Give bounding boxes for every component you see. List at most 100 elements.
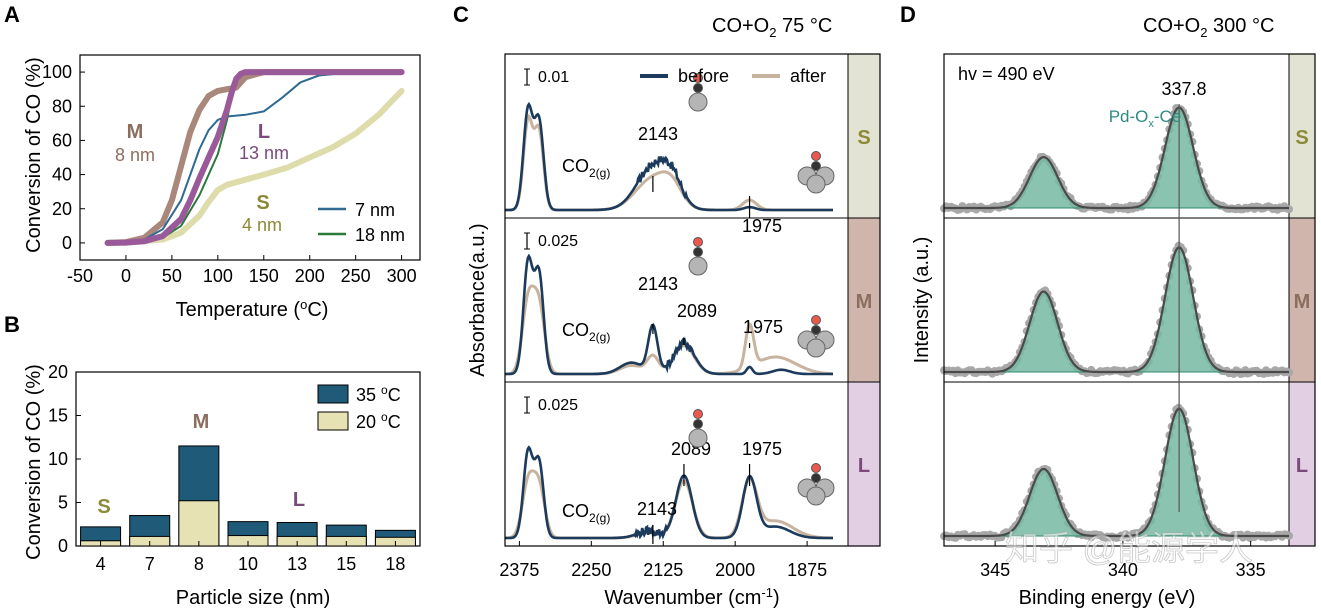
x-tick-label: 200 [295, 266, 325, 286]
x-tick-label: 2250 [571, 560, 611, 580]
size-label-L: L [858, 455, 870, 477]
panel-c-drifts-spectra: CO+O2 75 °C S M L 0.01 CO2(g) 2143 1975 0.025 C… [467, 15, 881, 609]
oxygen-atom-icon [811, 315, 821, 325]
watermark: 知乎 @能源学人 [1005, 530, 1253, 568]
size-label-L: L [1296, 455, 1308, 477]
x-tick-label: 0 [121, 266, 131, 286]
panel-letter-C: C [453, 2, 469, 27]
size-band-L [1288, 381, 1316, 547]
panel-d-rows [940, 104, 1293, 542]
pd-atom-icon [806, 174, 826, 194]
carbon-atom-icon [811, 473, 821, 483]
carbon-atom-icon [693, 247, 703, 257]
species-label: Pd-Ox-Ce [1109, 107, 1182, 130]
panel-a-ylabel: Conversion of CO (%) [23, 57, 45, 253]
x-tick-label: 1875 [787, 560, 827, 580]
curve-L [104, 69, 405, 246]
x-tick-label: 10 [238, 554, 258, 574]
x-tick-label: -50 [67, 266, 93, 286]
size-label-S: S [1295, 127, 1308, 149]
legend-label-18nm: 18 nm [355, 225, 405, 245]
x-tick-label: 2000 [715, 560, 755, 580]
x-tick-label: 345 [980, 560, 1010, 580]
panel-c-rows: 0.01 CO2(g) 2143 1975 0.025 CO2(g) 2143 2089 197… [505, 68, 835, 544]
panel-a-conversion-vs-temperature: -50 0 50 100 150 200 250 300 0 20 40 60 80 100 Temper… [23, 54, 421, 321]
legend-label-7nm: 7 nm [355, 200, 395, 220]
co2-gas-label: CO2(g) [562, 320, 610, 344]
y-tick-label: 80 [52, 96, 72, 116]
y-tick-label: 20 [52, 199, 72, 219]
panel-a-frame [79, 54, 421, 261]
panel-c-ylabel: Absorbance(a.u.) [467, 223, 489, 376]
legend-label-after: after [790, 66, 826, 86]
legend-swatch-20C [317, 411, 349, 431]
panel-d-size-bands: S M L [944, 53, 1316, 547]
legend-label-before: before [678, 66, 729, 86]
panel-b-bars: 4 7 8 10 13 15 18 [80, 445, 416, 574]
panel-a-ticks: -50 0 50 100 150 200 250 300 0 20 40 60 80 100 [42, 62, 417, 286]
scale-bar-label: 0.025 [538, 233, 578, 250]
y-tick-label: 0 [62, 233, 72, 253]
peak-label-2143: 2143 [637, 499, 677, 519]
legend-label-20C: 20 oC [356, 410, 401, 432]
panel-c-title: CO+O2 75 °C [712, 15, 832, 40]
peak-label-2089: 2089 [677, 301, 717, 321]
y-tick-label: 15 [48, 406, 68, 426]
x-tick-label: 335 [1236, 560, 1266, 580]
legend-swatch-35C [317, 384, 349, 404]
oxygen-atom-icon [811, 151, 821, 161]
panel-a-xlabel: Temperature (oC) [176, 297, 329, 321]
x-tick-label: 2375 [499, 560, 539, 580]
pd-atom-icon [806, 486, 826, 506]
panel-letter-B: B [4, 312, 20, 337]
x-tick-label: 150 [249, 266, 279, 286]
oxygen-atom-icon [693, 73, 703, 83]
carbon-atom-icon [811, 325, 821, 335]
panel-a-label-M-size: 8 nm [115, 145, 155, 165]
fit-component [979, 468, 1108, 537]
panel-a-curves [104, 69, 405, 246]
oxygen-atom-icon [693, 237, 703, 247]
spectrum-before-M [505, 253, 833, 376]
x-tick-label: 4 [96, 554, 106, 574]
panel-d-ticks: 345 340 335 [980, 541, 1266, 580]
peak-label-2143: 2143 [638, 274, 678, 294]
peak-label-1975: 1975 [743, 317, 783, 337]
panel-b-xlabel: Particle size (nm) [176, 587, 330, 609]
panel-a-label-M: M [127, 121, 144, 143]
fit-component [979, 291, 1108, 373]
x-tick-label: 340 [1108, 560, 1138, 580]
panel-d-xlabel: Binding energy (eV) [1019, 587, 1196, 609]
data-point [1285, 205, 1293, 214]
panel-d-xps-spectra: CO+O2 300 °C S M L 345 340 335 hv = 490 eV 3… [911, 15, 1316, 609]
co2-gas-label: CO2(g) [562, 501, 610, 525]
carbon-atom-icon [693, 419, 703, 429]
peak-label-1975: 1975 [742, 439, 782, 459]
x-tick-label: 8 [194, 554, 204, 574]
panel-letter-A: A [4, 2, 20, 27]
spectrum-before-L [505, 445, 833, 541]
pd-atom-icon [688, 92, 708, 112]
carbon-atom-icon [811, 161, 821, 171]
panel-c-size-bands: S M L [505, 53, 881, 547]
x-tick-label: 250 [341, 266, 371, 286]
x-tick-label: 300 [387, 266, 417, 286]
panel-letter-D: D [900, 2, 916, 27]
x-tick-label: 15 [336, 554, 356, 574]
photon-energy-label: hv = 490 eV [958, 64, 1055, 84]
x-tick-label: 18 [385, 554, 405, 574]
y-tick-label: 0 [58, 536, 68, 556]
panel-a-label-L-size: 13 nm [239, 143, 289, 163]
scale-bar-label: 0.025 [538, 397, 578, 414]
y-tick-label: 100 [42, 62, 72, 82]
size-band-S [1288, 53, 1316, 219]
panel-b-ticks: 0 5 10 15 20 [48, 362, 81, 556]
peak-label-1975: 1975 [742, 216, 782, 236]
legend-label-35C: 35 oC [356, 383, 401, 405]
peak-label-2143: 2143 [638, 124, 678, 144]
x-tick-label: 13 [287, 554, 307, 574]
y-tick-label: 60 [52, 130, 72, 150]
y-tick-label: 20 [48, 362, 68, 382]
bar-20C [178, 500, 220, 547]
curve-S [104, 87, 405, 246]
